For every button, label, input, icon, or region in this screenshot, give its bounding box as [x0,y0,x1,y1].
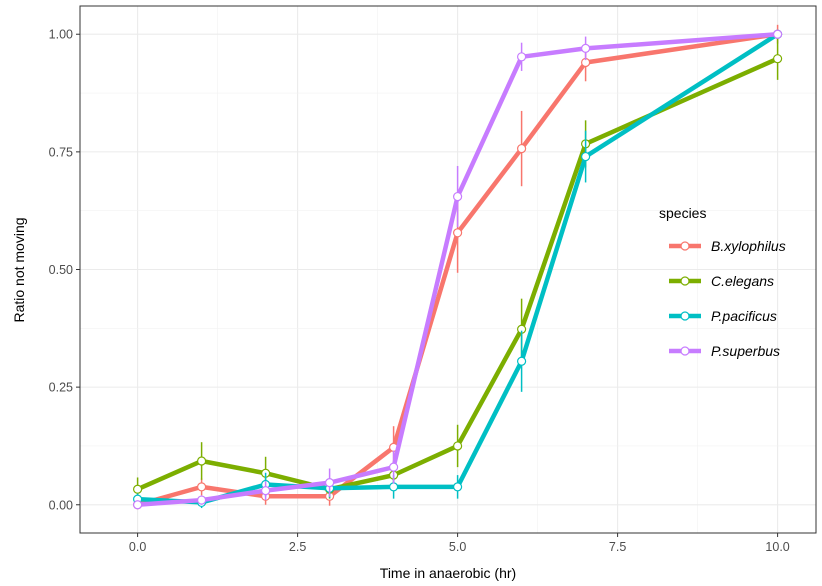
legend-key-point [680,346,690,356]
legend-item: P.pacificus [669,308,777,324]
data-point [389,482,399,492]
series-layer [133,24,783,510]
legend-key-point [680,311,690,321]
legend-item: P.superbus [669,343,780,359]
legend-key-point [680,241,690,251]
data-point [453,191,463,202]
data-point [197,482,207,492]
x-tick-label: 2.5 [289,540,306,554]
legend-key-point [680,276,690,286]
data-point [772,54,783,64]
x-tick-label: 5.0 [449,540,466,554]
data-point [197,495,207,505]
legend-label: P.superbus [711,343,780,359]
y-tick-label: 1.00 [49,28,73,42]
y-tick-label: 0.00 [49,498,73,512]
y-axis-title: Ratio not moving [11,217,27,322]
data-point [389,462,399,472]
x-axis: 0.0 2.5 5.0 7.5 10.0 [129,533,790,554]
data-point [197,456,207,466]
x-tick-label: 0.0 [129,540,146,554]
legend: species B.xylophilus C.elegans P.pacificus… [659,205,786,359]
data-point [580,151,591,162]
plot-border [79,5,817,534]
y-tick-label: 0.25 [49,381,73,395]
legend-label: P.pacificus [711,308,777,324]
data-point [133,500,143,510]
x-axis-title: Time in anaerobic (hr) [380,565,516,581]
legend-title: species [659,205,706,221]
legend-label: C.elegans [711,273,774,289]
data-point [133,484,143,494]
y-axis: 0.00 0.25 0.50 0.75 1.00 [49,28,80,512]
legend-label: B.xylophilus [711,238,786,254]
data-point [580,43,591,53]
data-point [325,478,335,488]
x-tick-label: 10.0 [765,540,789,554]
series-p-superbus [133,29,783,510]
legend-item: C.elegans [669,273,774,289]
data-point [453,228,463,238]
data-point [261,486,271,496]
data-point [516,143,527,154]
y-tick-label: 0.75 [49,145,73,159]
data-point [516,356,527,366]
y-tick-label: 0.50 [49,263,73,277]
data-point [453,441,463,451]
legend-item: B.xylophilus [669,238,786,254]
data-point [453,482,463,492]
data-point [516,52,527,62]
x-tick-label: 7.5 [609,540,626,554]
data-point [772,29,783,39]
